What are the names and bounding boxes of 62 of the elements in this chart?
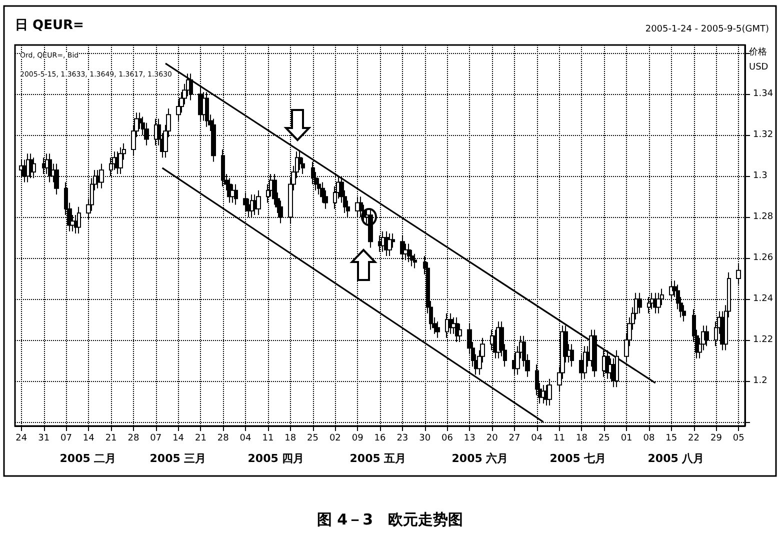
x-tick-label: 24	[16, 434, 28, 444]
candlestick	[118, 146, 123, 175]
x-tick-label: 30	[419, 434, 431, 444]
x-tick-label: 01	[620, 434, 632, 444]
candlestick	[570, 344, 574, 368]
x-tick-label: 23	[396, 434, 408, 444]
x-tick-label: 25	[307, 434, 318, 444]
x-tick-label: 25	[598, 434, 610, 444]
y-tick-label: 1.28	[753, 212, 774, 222]
candlestick	[234, 184, 238, 206]
candlestick	[256, 190, 261, 216]
y-tick-label: 1.24	[753, 294, 774, 304]
y-axis-title: 价格	[748, 46, 767, 58]
x-tick-label: 18	[284, 434, 296, 444]
candlestick	[656, 292, 661, 314]
x-tick-label: 02	[329, 434, 341, 444]
text: USD	[749, 62, 768, 72]
text: 2005 七月	[550, 452, 606, 465]
x-tick-label: 15	[666, 434, 678, 444]
y-tick-label: 1.3	[753, 171, 768, 182]
text: 2005 二月	[60, 452, 116, 465]
caption: 图 4－3 欧元走势图	[316, 510, 464, 528]
y-tick-label: 1.26	[753, 253, 774, 264]
x-tick-label: 16	[374, 434, 386, 444]
x-tick-label: 29	[710, 434, 722, 444]
x-tick-label: 31	[38, 434, 50, 444]
y-tick-label: 1.32	[753, 130, 774, 140]
candlestick	[253, 194, 257, 216]
x-tick-label: 07	[60, 434, 72, 444]
candlestick	[359, 196, 363, 218]
chart-title: 日 QEUR=	[15, 18, 84, 33]
text: 2005 四月	[248, 452, 304, 465]
chart-subtitle: 2005-1-24 - 2005-9-5(GMT)	[645, 24, 770, 34]
x-tick-label: 14	[172, 434, 184, 444]
text: 2005 三月	[150, 452, 206, 465]
x-tick-label: 28	[128, 434, 140, 444]
x-tick-label: 18	[576, 434, 588, 444]
x-tick-label: 22	[688, 434, 700, 444]
text: 2005 六月	[452, 452, 508, 465]
text: 2005 八月	[648, 452, 704, 465]
y-tick-label: 1.34	[753, 89, 774, 100]
text: 2005 五月	[350, 452, 406, 465]
candlestick	[435, 321, 440, 338]
x-tick-label: 21	[194, 434, 206, 444]
x-tick-label: 07	[150, 434, 162, 444]
x-tick-label: 14	[82, 434, 95, 444]
x-tick-label: 05	[732, 434, 744, 444]
x-tick-label: 11	[554, 434, 566, 444]
x-tick-label: 11	[262, 434, 274, 444]
x-tick-label: 09	[352, 434, 364, 444]
y-tick-label: 1.2	[753, 376, 768, 386]
x-tick-label: 04	[240, 434, 252, 444]
x-tick-label: 21	[105, 434, 117, 444]
x-tick-label: 13	[464, 434, 476, 444]
x-tick-label: 20	[486, 434, 498, 444]
x-tick-label: 06	[442, 434, 454, 444]
candlestick	[387, 232, 392, 256]
x-tick-label: 04	[531, 434, 543, 444]
x-tick-label: 08	[643, 434, 655, 444]
x-tick-label: 27	[508, 434, 520, 444]
x-tick-label: 28	[217, 434, 230, 444]
y-tick-label: 1.22	[753, 334, 774, 345]
